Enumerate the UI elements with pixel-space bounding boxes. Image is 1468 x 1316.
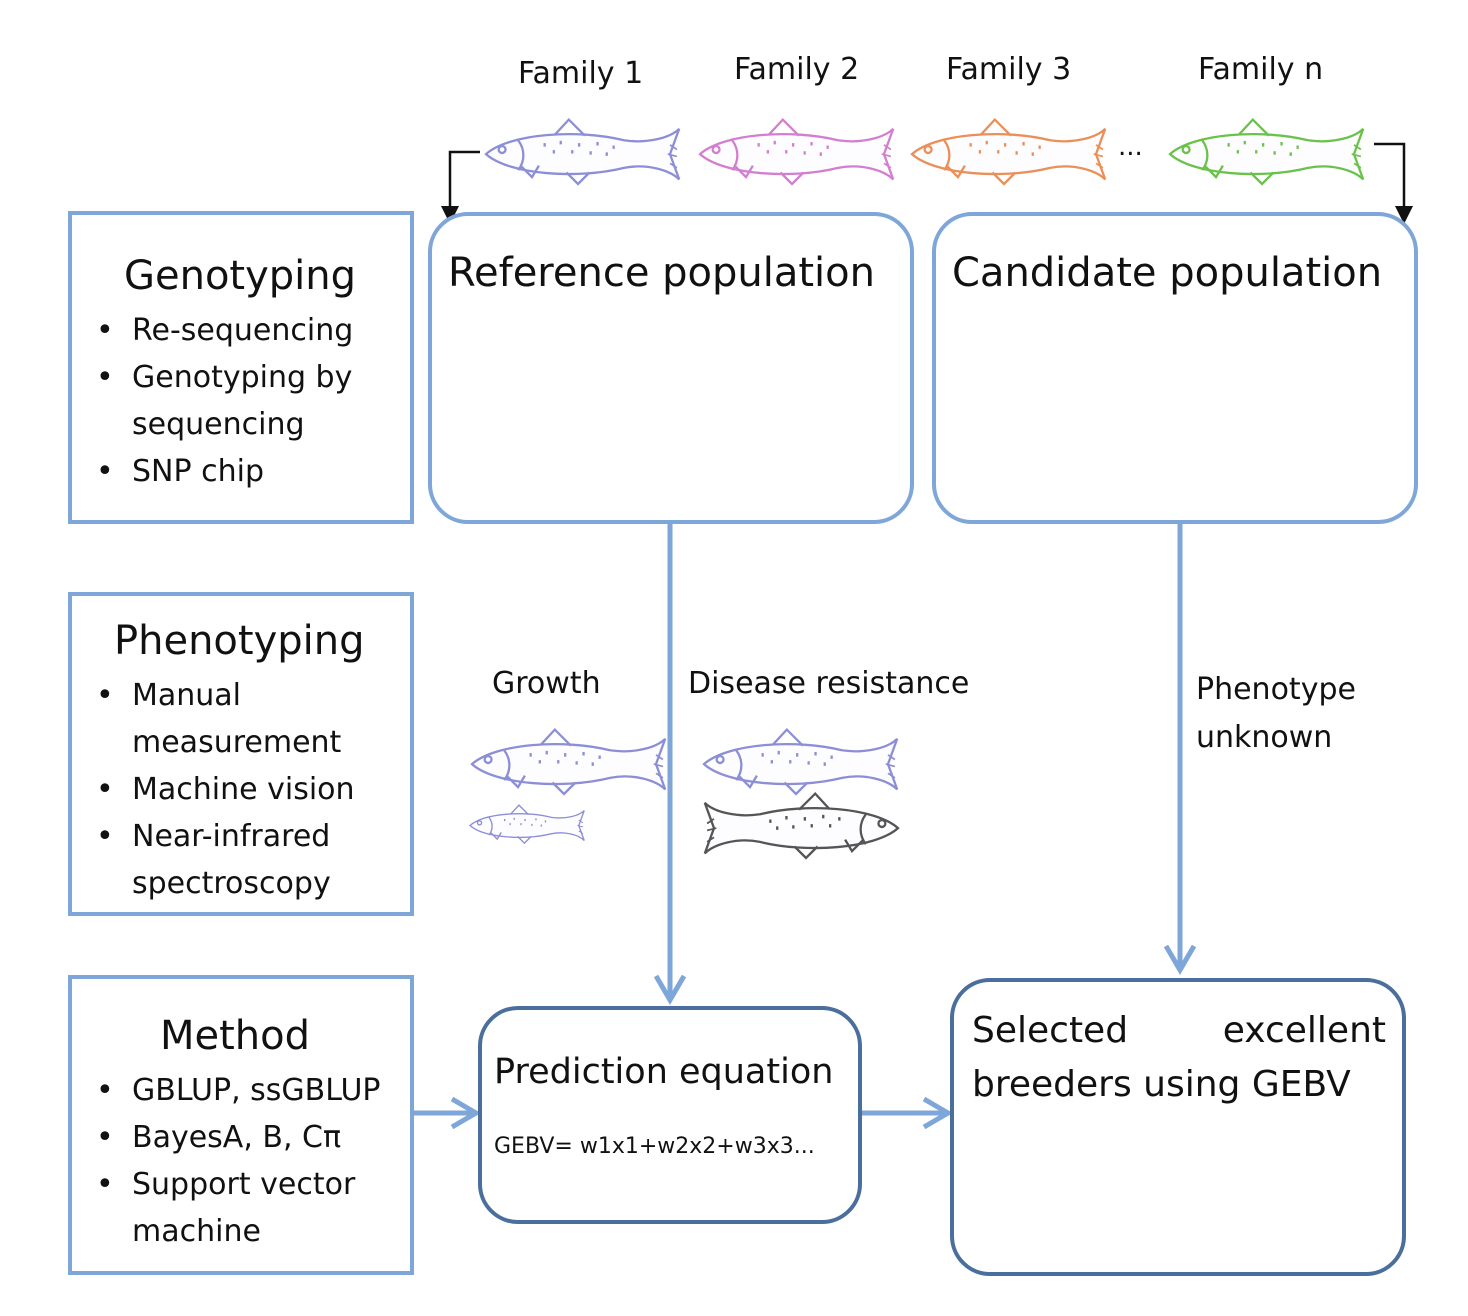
selected-breeders-box: Selected excellent breeders using GEBV	[950, 978, 1406, 1276]
family-1-label: Family 1	[518, 56, 644, 91]
genotyping-list: Re-sequencing Genotyping by sequencing S…	[96, 307, 396, 495]
family-2-fish	[698, 117, 895, 186]
phenotyping-list: Manual measurement Machine vision Near-i…	[96, 672, 396, 907]
phenotyping-box: Phenotyping Manual measurement Machine v…	[68, 592, 414, 916]
genotyping-title: Genotyping	[124, 253, 357, 299]
list-item: Re-sequencing	[96, 307, 396, 354]
family-3-label: Family 3	[946, 52, 1072, 87]
prediction-equation-title: Prediction equation	[494, 1052, 834, 1092]
family-2-label: Family 2	[734, 52, 860, 87]
candidate-population-title: Candidate population	[952, 250, 1383, 296]
list-item: BayesA, B, Cπ	[96, 1114, 396, 1161]
list-item: Near-infrared spectroscopy	[96, 813, 362, 907]
method-box: Method GBLUP, ssGBLUP BayesA, B, Cπ Supp…	[68, 975, 414, 1275]
candidate-population-box: Candidate population	[932, 212, 1418, 524]
growth-large-fish	[470, 727, 667, 796]
arrow-prediction-to-selected	[862, 1096, 953, 1130]
disease-healthy-fish	[702, 727, 899, 796]
selected-breeders-title: Selected excellent breeders using GEBV	[972, 1010, 1386, 1105]
prediction-equation-box: Prediction equation GEBV= w1x1+w2x2+w3x3…	[478, 1006, 862, 1224]
family-n-label: Family n	[1198, 52, 1324, 87]
method-list: GBLUP, ssGBLUP BayesA, B, Cπ Support vec…	[96, 1067, 396, 1255]
list-item: GBLUP, ssGBLUP	[96, 1067, 396, 1114]
reference-population-title: Reference population	[448, 250, 875, 296]
family-ellipsis: ...	[1118, 132, 1143, 162]
disease-resistance-label: Disease resistance	[688, 666, 970, 701]
arrow-reference-to-prediction	[653, 522, 687, 1005]
list-item: Manual measurement	[96, 672, 362, 766]
arrow-family-to-candidate	[1374, 142, 1413, 224]
phenotype-unknown-label: Phenotype unknown	[1196, 672, 1356, 755]
list-item: Genotyping by sequencing	[96, 354, 362, 448]
reference-population-box: Reference population	[428, 212, 914, 524]
family-3-fish	[910, 117, 1107, 186]
list-item: Machine vision	[96, 766, 396, 813]
disease-sick-fish	[703, 791, 900, 860]
arrow-candidate-to-selected	[1163, 522, 1197, 975]
phenotyping-title: Phenotyping	[114, 618, 365, 664]
genotyping-box: Genotyping Re-sequencing Genotyping by s…	[68, 211, 414, 524]
family-n-fish	[1168, 117, 1365, 186]
gebv-formula: GEBV= w1x1+w2x2+w3x3...	[494, 1134, 815, 1159]
method-title: Method	[160, 1013, 311, 1059]
family-1-fish	[484, 117, 681, 186]
list-item: Support vector machine	[96, 1161, 372, 1255]
arrow-method-to-prediction	[414, 1096, 481, 1130]
list-item: SNP chip	[96, 448, 396, 495]
growth-small-fish	[468, 804, 586, 845]
growth-label: Growth	[492, 666, 601, 701]
